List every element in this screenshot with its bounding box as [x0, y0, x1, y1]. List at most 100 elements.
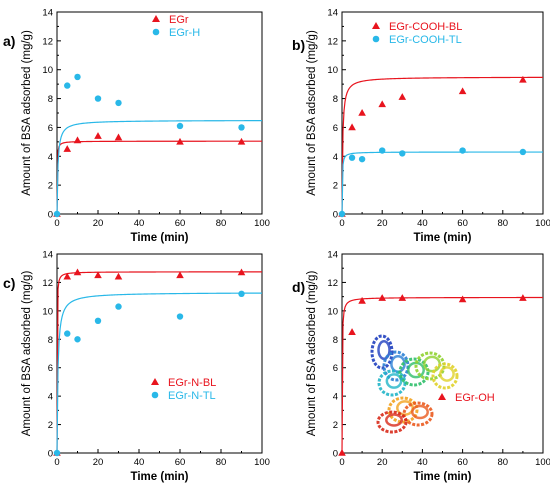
series-EGr-N-BL	[53, 268, 262, 456]
x-tick-label: 100	[535, 218, 550, 229]
y-tick-label: 0	[333, 210, 338, 221]
x-tick-label: 80	[498, 457, 509, 468]
x-tick-label: 40	[417, 457, 428, 468]
data-point	[73, 136, 82, 144]
data-point	[398, 294, 407, 301]
protein-helix	[370, 334, 394, 370]
y-tick-label: 2	[333, 420, 338, 431]
legend-marker	[372, 35, 380, 43]
x-tick-label: 60	[175, 457, 186, 468]
protein-helix	[431, 362, 459, 390]
data-point	[348, 123, 356, 131]
data-point	[237, 268, 246, 276]
x-tick-label: 40	[417, 218, 428, 229]
data-point	[348, 154, 356, 161]
panel-label: b)	[292, 37, 305, 53]
data-point	[63, 272, 72, 280]
data-point	[379, 147, 386, 154]
y-tick-label: 14	[327, 8, 338, 19]
x-tick-label: 0	[339, 457, 344, 468]
chart-panel-1: 0 20 40 60 80 100 0 2 4 6 8 10 12 14 Time (min) Amount …	[3, 8, 270, 245]
data-point	[378, 294, 386, 301]
data-point	[378, 100, 386, 108]
data-point	[238, 290, 245, 297]
y-tick-label: 4	[333, 152, 338, 163]
data-point	[64, 82, 71, 89]
y-axis-label: Amount of BSA adsorbed (mg/g)	[21, 30, 33, 196]
data-point	[114, 272, 123, 280]
y-tick-label: 4	[333, 392, 338, 403]
protein-helix	[402, 401, 434, 427]
chart-panel-4: 0 20 40 60 80 100 0 2 4 6 8 10 12 14 Time (min) Amount …	[292, 250, 550, 484]
fit-curve	[341, 296, 543, 454]
y-tick-label: 10	[42, 65, 53, 76]
data-point	[176, 122, 184, 130]
data-point	[458, 87, 467, 95]
y-tick-label: 8	[48, 335, 53, 346]
x-axis-label: Time (min)	[131, 471, 189, 483]
series-EGr-OH	[338, 294, 543, 456]
chart-panel-2: 0 20 40 60 80 100 0 2 4 6 8 10 12 14 Time (min) Amount …	[292, 8, 550, 245]
y-tick-label: 2	[48, 181, 53, 192]
y-tick-label: 12	[327, 36, 338, 47]
fit-curve	[341, 151, 543, 215]
y-tick-label: 6	[333, 363, 338, 374]
x-tick-label: 0	[339, 218, 344, 229]
data-point	[238, 124, 245, 131]
data-point	[519, 75, 527, 83]
y-tick-label: 8	[48, 94, 53, 105]
protein-helix	[385, 413, 403, 427]
data-point	[358, 109, 366, 116]
data-point	[519, 294, 527, 301]
legend-label: EGr-H	[169, 27, 200, 39]
data-point	[338, 210, 346, 218]
data-point	[358, 155, 366, 163]
series-EGr-COOH-TL	[338, 147, 543, 218]
legend-label: EGr-OH	[455, 392, 495, 404]
data-point	[338, 449, 346, 456]
y-tick-label: 14	[42, 8, 53, 19]
legend-marker	[151, 378, 159, 385]
data-point	[64, 330, 71, 337]
y-tick-label: 12	[42, 278, 53, 289]
data-point	[73, 268, 82, 276]
x-tick-label: 40	[134, 457, 145, 468]
series-EGr-COOH-BL	[338, 75, 543, 217]
data-point	[458, 295, 467, 303]
x-tick-label: 20	[377, 218, 388, 229]
data-point	[94, 132, 102, 139]
x-tick-label: 0	[54, 457, 59, 468]
legend-label: EGr	[169, 14, 189, 26]
x-tick-label: 80	[216, 457, 227, 468]
y-tick-label: 4	[48, 152, 53, 163]
legend-label: EGr-COOH-BL	[389, 21, 462, 33]
data-point	[115, 303, 122, 310]
legend-marker	[151, 391, 159, 399]
data-point	[114, 133, 123, 141]
x-tick-label: 20	[93, 218, 104, 229]
data-point	[237, 137, 246, 145]
x-tick-label: 20	[93, 457, 104, 468]
protein-helix	[376, 410, 408, 434]
y-tick-label: 14	[42, 250, 53, 261]
x-tick-label: 80	[498, 218, 509, 229]
legend-label: EGr-N-TL	[168, 390, 216, 402]
protein-helix	[398, 357, 430, 387]
y-tick-label: 14	[327, 250, 338, 261]
data-point	[94, 317, 102, 325]
y-tick-label: 12	[327, 278, 338, 289]
x-tick-label: 60	[175, 218, 186, 229]
series-EGr-N-TL	[53, 290, 262, 457]
protein-helix	[385, 373, 403, 389]
y-tick-label: 2	[48, 420, 53, 431]
x-axis-label: Time (min)	[131, 232, 189, 244]
data-point	[63, 145, 72, 152]
data-point	[398, 93, 407, 100]
legend-marker	[152, 28, 160, 36]
protein-helix	[439, 366, 455, 382]
y-tick-label: 10	[327, 65, 338, 76]
legend-label: EGr-COOH-TL	[389, 34, 462, 46]
y-tick-label: 10	[327, 306, 338, 317]
